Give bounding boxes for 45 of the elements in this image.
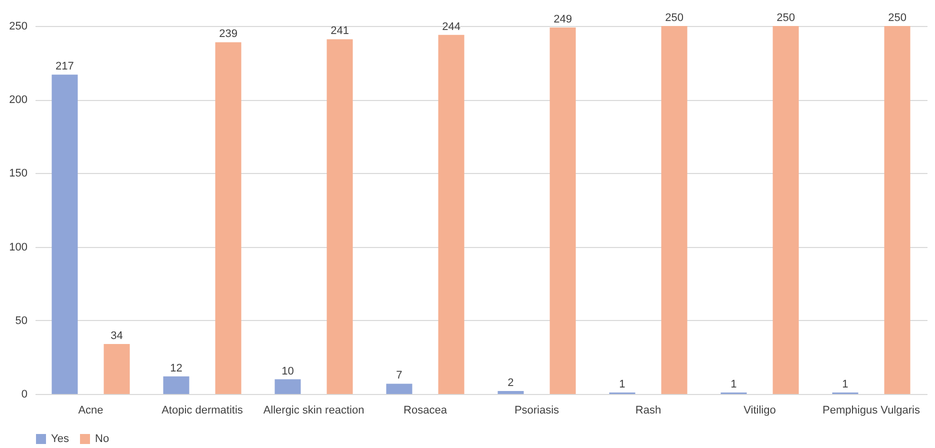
bar <box>772 26 799 394</box>
bar <box>274 379 301 394</box>
bar <box>52 74 78 394</box>
bar <box>661 26 688 394</box>
y-tick-label: 50 <box>15 314 28 327</box>
data-label: 34 <box>110 330 123 342</box>
x-tick-label: Atopic dermatitis <box>162 404 244 416</box>
data-label: 217 <box>56 60 74 73</box>
bar <box>163 376 190 394</box>
data-label: 249 <box>554 13 572 26</box>
x-tick-label: Rosacea <box>404 404 448 416</box>
data-label: 1 <box>730 378 737 391</box>
data-label: 250 <box>776 12 795 24</box>
data-label: 10 <box>282 365 294 378</box>
x-tick-label: Rash <box>635 404 662 416</box>
x-tick-label: Allergic skin reaction <box>263 404 364 416</box>
y-tick-label: 200 <box>9 94 28 106</box>
y-tick-label: 0 <box>21 388 28 400</box>
data-label: 1 <box>842 378 848 391</box>
data-label: 1 <box>619 378 626 391</box>
x-tick-label: Psoriasis <box>514 404 560 416</box>
bar <box>438 34 464 394</box>
y-tick-label: 100 <box>9 241 28 254</box>
legend-label: No <box>95 433 110 445</box>
data-label: 2 <box>508 377 514 390</box>
bar <box>215 42 242 394</box>
legend-label: Yes <box>51 433 70 445</box>
x-tick-label: Pemphigus Vulgaris <box>822 404 920 416</box>
bar <box>550 27 576 394</box>
x-tick-label: Acne <box>78 404 104 416</box>
data-label: 239 <box>219 28 238 40</box>
bar <box>104 344 130 394</box>
bar <box>386 384 412 394</box>
x-tick-label: Vitiligo <box>744 404 776 416</box>
data-label: 12 <box>170 362 182 374</box>
bar <box>498 391 524 394</box>
data-label: 244 <box>442 20 460 33</box>
y-tick-label: 250 <box>9 20 28 32</box>
data-label: 7 <box>396 370 402 382</box>
data-label: 250 <box>888 12 906 24</box>
bar <box>326 39 353 394</box>
y-tick-label: 150 <box>9 168 28 180</box>
data-label: 250 <box>665 12 684 24</box>
data-label: 241 <box>330 25 349 38</box>
bar <box>884 26 910 394</box>
